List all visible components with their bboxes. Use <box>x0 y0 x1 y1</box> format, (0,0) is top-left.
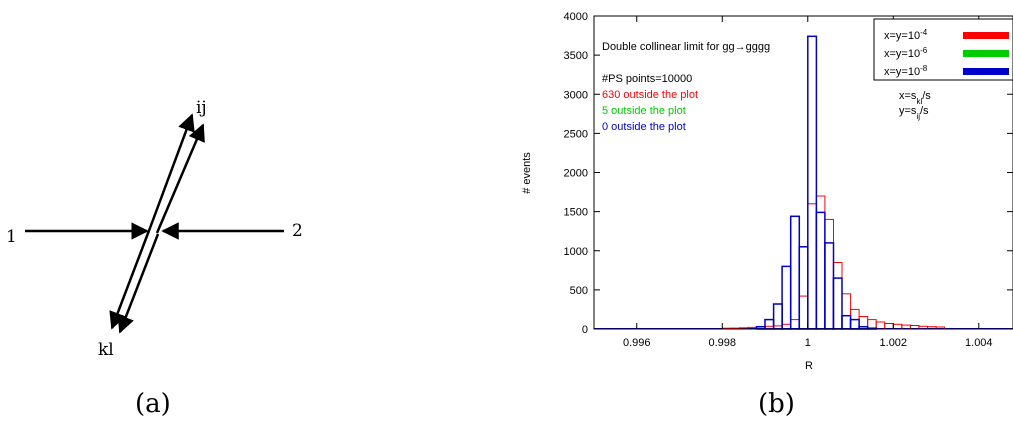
ps-points-note: #PS points=10000 <box>602 73 692 85</box>
histogram-bar-red <box>824 218 834 330</box>
arrow-kl-2 <box>117 233 160 334</box>
arrow-kl-1 <box>109 227 152 330</box>
histogram-bar-blue <box>832 277 843 330</box>
outside-note-blue: 0 outside the plot <box>602 121 686 133</box>
histogram-bar-red <box>798 295 809 330</box>
axes-layer: 0 500 1000 1500 2000 2500 3000 3500 4000 0.996 0.9… <box>564 11 1013 349</box>
y-tick-label: 500 <box>570 285 588 297</box>
y-tick-label: 1500 <box>564 207 588 219</box>
outside-note-green: 5 outside the plot <box>602 105 686 117</box>
legend-label-green: x=y=10-6 <box>884 46 928 61</box>
y-tick-label: 3000 <box>564 89 588 101</box>
x-tick-label: 1.004 <box>965 337 993 349</box>
x-definition: x=skl/s <box>899 90 931 106</box>
histogram-bar-red <box>832 262 843 330</box>
y-tick-label: 2000 <box>564 168 588 180</box>
arrow-ij-1 <box>148 113 195 229</box>
y-tick-label: 1000 <box>564 246 588 258</box>
label-kl: kl <box>98 340 114 360</box>
x-tick-label: 0.996 <box>623 337 651 349</box>
histogram-bar-blue <box>789 215 801 330</box>
label-ij: ij <box>196 98 207 118</box>
histogram-bar-blue <box>764 318 775 330</box>
outside-note-red: 630 outside the plot <box>602 89 698 101</box>
caption-a: (a) <box>135 389 171 419</box>
y-definition: y=sij/s <box>899 105 929 121</box>
arrow-ij-2 <box>155 123 205 234</box>
legend-swatch-blue <box>963 68 1009 75</box>
histogram-bar-red <box>841 293 852 330</box>
histogram-bar-blue <box>841 314 852 330</box>
histogram-bar-red <box>790 319 800 330</box>
histogram-bar-blue <box>807 35 818 330</box>
histogram-bar-red <box>807 203 817 330</box>
histogram-chart: 0 500 1000 1500 2000 2500 3000 3500 4000 0.996 0.9… <box>521 11 1013 419</box>
y-tick-label: 4000 <box>564 11 588 23</box>
legend-label-red: x=y=10-4 <box>884 28 928 43</box>
y-tick-label: 0 <box>582 324 588 336</box>
histogram-bar-blue <box>824 242 835 330</box>
histogram-bar-blue <box>798 246 809 330</box>
legend-swatch-green <box>963 50 1009 57</box>
label-2: 2 <box>292 221 303 241</box>
title-annotation: Double collinear limit for gg→gggg <box>602 41 770 53</box>
legend-label-blue: x=y=10-8 <box>884 64 928 79</box>
y-axis-label: # events <box>521 152 533 194</box>
x-tick-label: 1.002 <box>880 337 908 349</box>
histogram-bar-blue <box>849 318 860 330</box>
caption-b: (b) <box>758 389 795 419</box>
histogram-bar-blue <box>772 303 783 330</box>
histogram-bar-blue <box>815 211 826 330</box>
histogram-bar-red <box>815 195 826 330</box>
collinear-diagram: 1 2 ij kl (a) <box>6 98 303 419</box>
x-tick-label: 0.998 <box>708 337 736 349</box>
histogram-bar-blue <box>781 265 792 330</box>
x-axis-label: R <box>805 360 813 372</box>
histogram-bar-red <box>875 321 886 330</box>
legend: x=y=10-4 x=y=10-6 x=y=10-8 <box>873 18 1013 81</box>
y-tick-label: 2500 <box>564 128 588 140</box>
y-tick-label: 3500 <box>564 50 588 62</box>
x-tick-label: 1 <box>805 337 811 349</box>
legend-swatch-red <box>963 32 1009 39</box>
label-1: 1 <box>6 227 17 247</box>
